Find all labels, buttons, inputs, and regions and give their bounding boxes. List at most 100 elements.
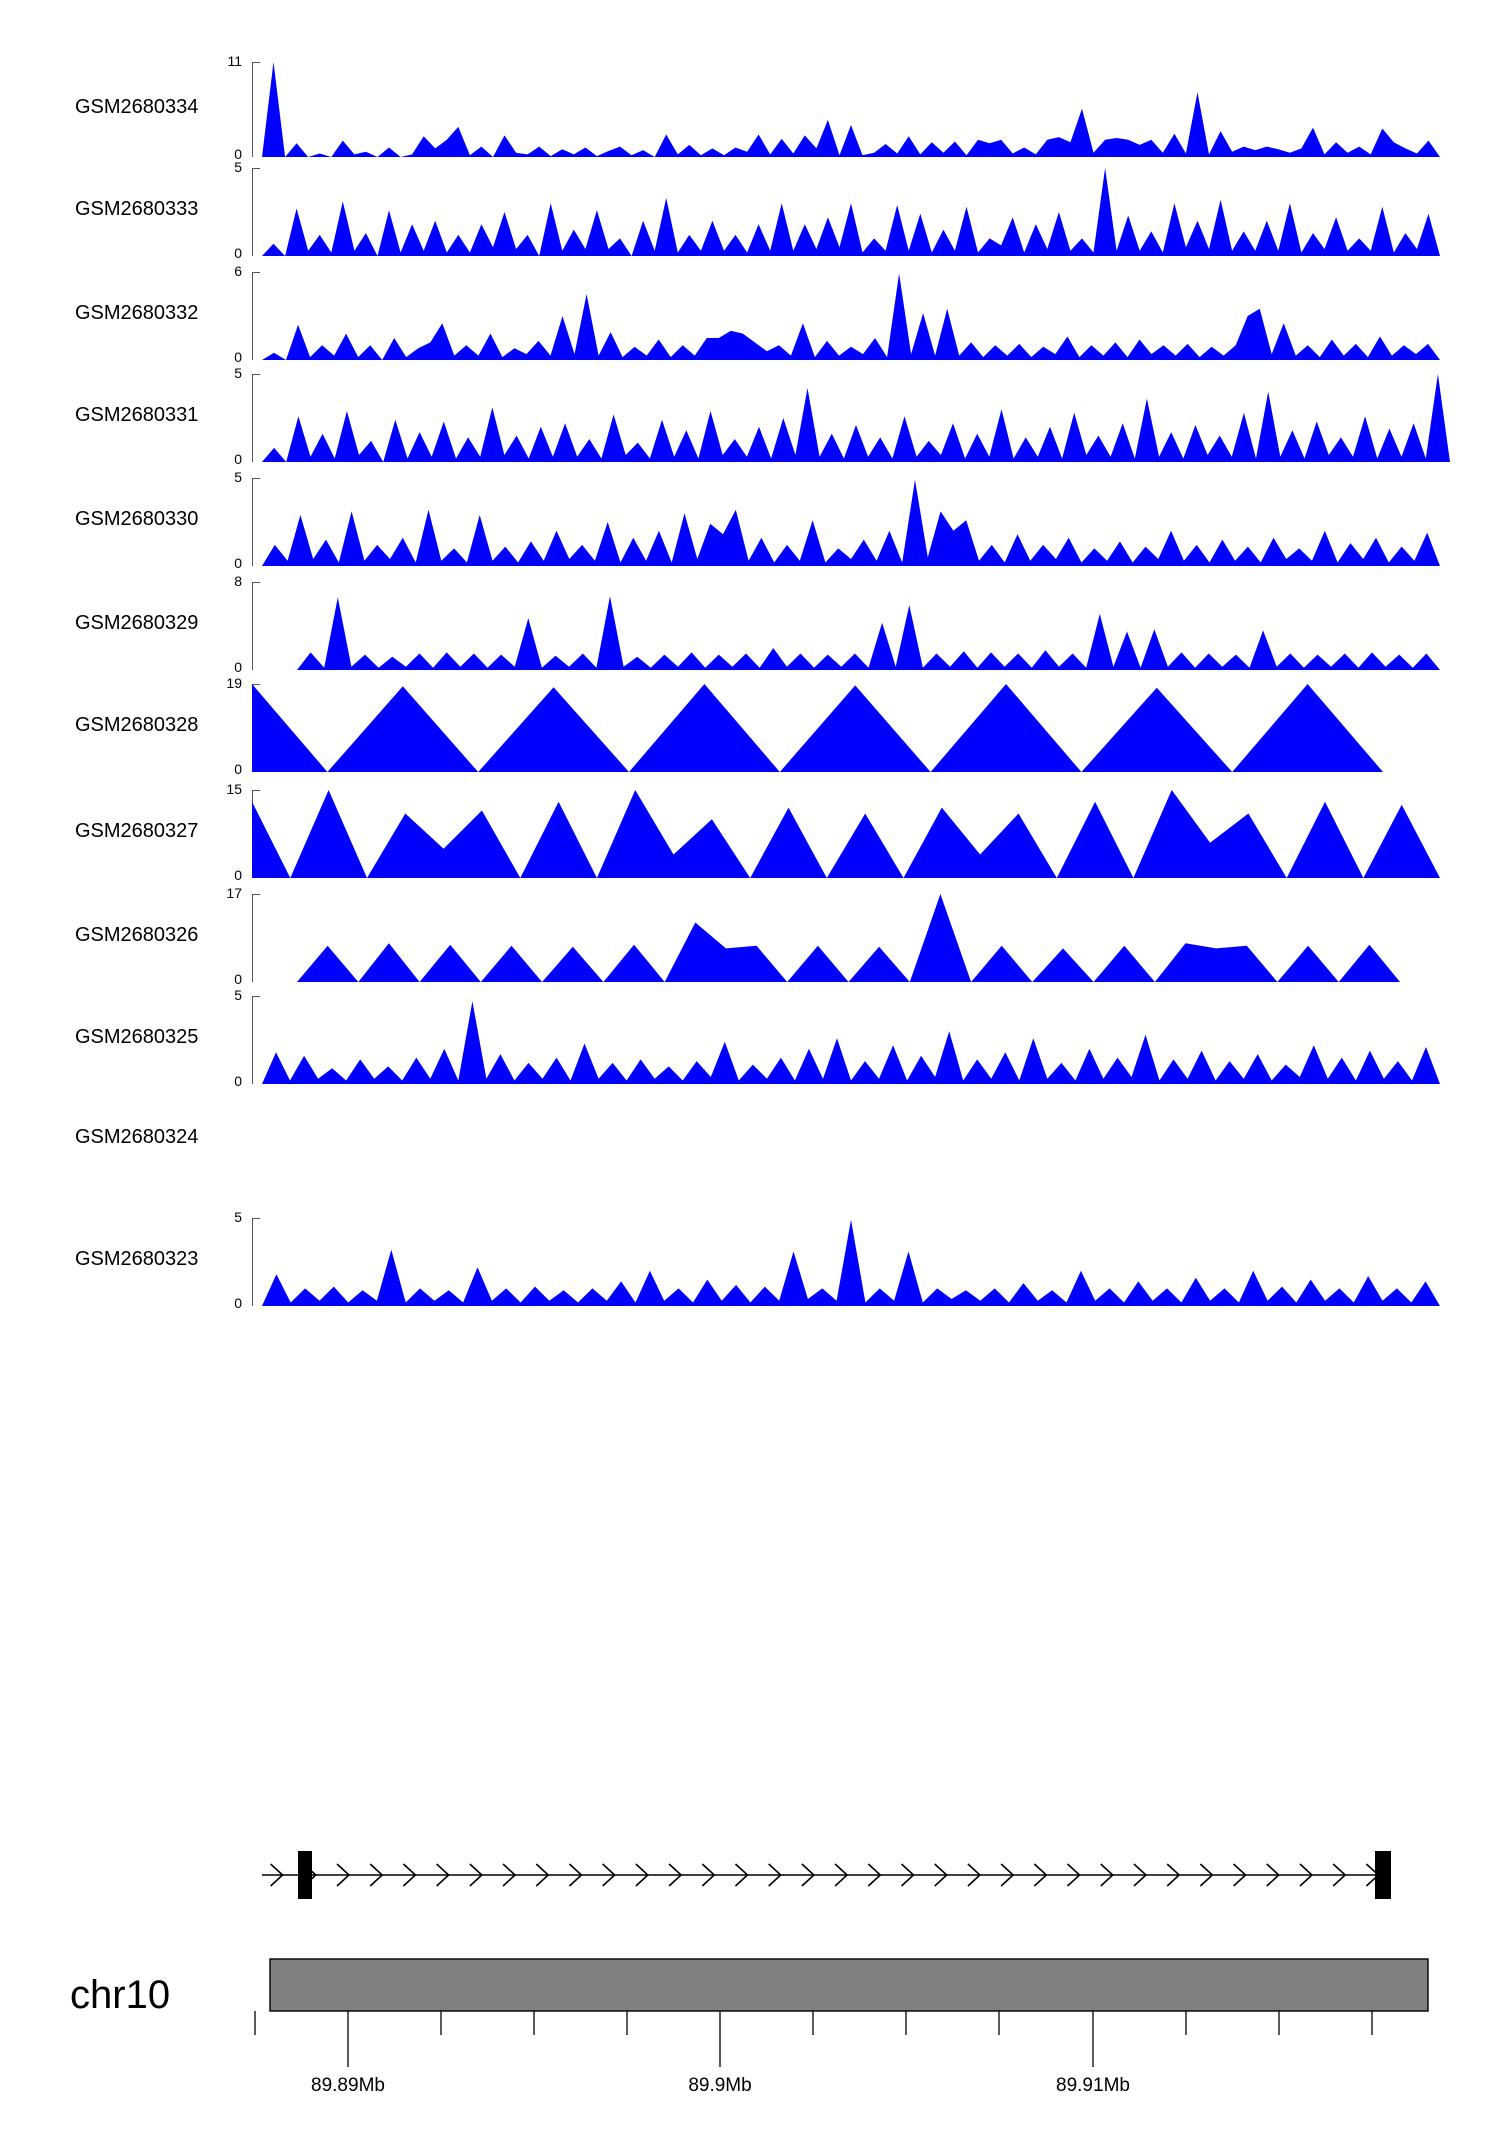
y-axis-GSM2680334 bbox=[252, 62, 260, 157]
axis-max-GSM2680329: 8 bbox=[234, 573, 242, 589]
gene-strand-arrow-icon bbox=[801, 1863, 816, 1887]
coverage-plot-GSM2680323 bbox=[252, 1218, 1440, 1306]
gene-strand-arrow-icon bbox=[568, 1863, 583, 1887]
track-label-GSM2680329: GSM2680329 bbox=[75, 612, 199, 634]
track-label-GSM2680327: GSM2680327 bbox=[75, 820, 199, 842]
axis-min-GSM2680333: 0 bbox=[234, 245, 242, 261]
coverage-area-GSM2680328 bbox=[252, 684, 1383, 772]
track-GSM2680334: GSM2680334 11 0 bbox=[0, 53, 1500, 162]
gene-strand-arrow-icon bbox=[336, 1863, 351, 1887]
y-axis-GSM2680333 bbox=[252, 168, 260, 256]
gene-strand-arrow-icon bbox=[967, 1863, 982, 1887]
gene-model[interactable] bbox=[0, 1830, 1500, 1920]
track-GSM2680326: GSM2680326 17 0 bbox=[0, 885, 1500, 987]
coverage-area-GSM2680334 bbox=[262, 62, 1440, 157]
y-axis-GSM2680323 bbox=[252, 1218, 260, 1306]
coverage-area-GSM2680325 bbox=[262, 1001, 1440, 1084]
axis-min-GSM2680329: 0 bbox=[234, 659, 242, 675]
gene-strand-arrow-icon bbox=[1166, 1863, 1181, 1887]
coverage-plot-GSM2680334 bbox=[252, 62, 1440, 157]
coverage-plot-GSM2680325 bbox=[252, 996, 1440, 1084]
gene-model-row bbox=[0, 1830, 1500, 1920]
gene-strand-arrow-icon bbox=[369, 1863, 384, 1887]
track-GSM2680327: GSM2680327 15 0 bbox=[0, 781, 1500, 883]
gene-strand-arrow-icon bbox=[535, 1863, 550, 1887]
track-GSM2680330: GSM2680330 5 0 bbox=[0, 469, 1500, 571]
axis-tick-label-1: 89.9Mb bbox=[688, 2075, 752, 2096]
gene-strand-arrow-icon bbox=[1332, 1863, 1347, 1887]
gene-strand-arrow-icon bbox=[1066, 1863, 1081, 1887]
axis-max-GSM2680325: 5 bbox=[234, 987, 242, 1003]
y-axis-GSM2680325 bbox=[252, 996, 260, 1084]
axis-min-GSM2680326: 0 bbox=[234, 971, 242, 987]
coverage-plot-GSM2680328 bbox=[252, 684, 1383, 772]
axis-min-GSM2680332: 0 bbox=[234, 349, 242, 365]
coverage-plot-GSM2680331 bbox=[252, 374, 1450, 462]
gene-strand-arrow-icon bbox=[402, 1863, 417, 1887]
track-label-GSM2680333: GSM2680333 bbox=[75, 198, 199, 220]
gene-strand-arrow-icon bbox=[1100, 1863, 1114, 1887]
gene-strand-arrow-icon bbox=[768, 1863, 782, 1887]
track-GSM2680329: GSM2680329 8 0 bbox=[0, 573, 1500, 675]
coordinate-axis bbox=[254, 1958, 1429, 2067]
track-label-GSM2680324: GSM2680324 bbox=[75, 1126, 199, 1148]
axis-max-GSM2680331: 5 bbox=[234, 365, 242, 381]
track-label-GSM2680334: GSM2680334 bbox=[75, 95, 199, 118]
axis-tick-label-0: 89.89Mb bbox=[311, 2075, 385, 2096]
coverage-area-GSM2680326 bbox=[297, 894, 1400, 982]
track-label-GSM2680328: GSM2680328 bbox=[75, 714, 199, 736]
coverage-area-GSM2680329 bbox=[297, 596, 1440, 670]
gene-exon-block[interactable] bbox=[1375, 1851, 1391, 1899]
coverage-plot-GSM2680327 bbox=[252, 790, 1440, 878]
track-GSM2680324: GSM2680324 bbox=[0, 1120, 1500, 1160]
coverage-area-GSM2680331 bbox=[262, 374, 1450, 462]
coverage-plot-GSM2680330 bbox=[252, 478, 1440, 566]
track-label-GSM2680332: GSM2680332 bbox=[75, 302, 199, 324]
gene-strand-arrow-icon bbox=[469, 1863, 484, 1887]
axis-max-GSM2680327: 15 bbox=[226, 781, 242, 797]
coverage-area-GSM2680330 bbox=[262, 479, 1440, 566]
gene-strand-arrow-icon bbox=[635, 1863, 650, 1887]
axis-max-GSM2680326: 17 bbox=[226, 885, 242, 901]
gene-strand-arrow-icon bbox=[900, 1863, 915, 1887]
gene-strand-arrow-icon bbox=[834, 1863, 849, 1887]
axis-max-GSM2680328: 19 bbox=[226, 675, 242, 691]
axis-min-GSM2680328: 0 bbox=[234, 761, 242, 777]
ideogram-bar[interactable] bbox=[269, 1958, 1429, 2012]
coverage-area-GSM2680327 bbox=[252, 790, 1440, 878]
gene-strand-arrow-icon bbox=[867, 1863, 882, 1887]
axis-min-GSM2680331: 0 bbox=[234, 451, 242, 467]
gene-exon-block[interactable] bbox=[298, 1851, 312, 1899]
axis-max-GSM2680334: 11 bbox=[227, 53, 242, 69]
axis-min-GSM2680327: 0 bbox=[234, 867, 242, 883]
gene-strand-arrow-icon bbox=[1233, 1863, 1247, 1887]
axis-tick-label-2: 89.91Mb bbox=[1056, 2075, 1130, 2096]
gene-strand-arrow-icon bbox=[668, 1863, 683, 1887]
track-GSM2680325: GSM2680325 5 0 bbox=[0, 987, 1500, 1089]
coverage-plot-GSM2680329 bbox=[252, 582, 1440, 670]
gene-strand-arrow-icon bbox=[1133, 1863, 1148, 1887]
axis-max-GSM2680330: 5 bbox=[234, 469, 242, 485]
axis-min-GSM2680330: 0 bbox=[234, 555, 242, 571]
track-GSM2680333: GSM2680333 5 0 bbox=[0, 159, 1500, 261]
coverage-plot-GSM2680326 bbox=[252, 894, 1400, 982]
track-label-GSM2680330: GSM2680330 bbox=[75, 508, 199, 530]
coverage-area-GSM2680332 bbox=[262, 273, 1440, 360]
y-axis-GSM2680329 bbox=[252, 582, 260, 670]
gene-strand-arrow-icon bbox=[701, 1863, 716, 1887]
track-label-GSM2680331: GSM2680331 bbox=[75, 404, 199, 426]
chromosome-label: chr10 bbox=[70, 1973, 171, 2017]
axis-min-GSM2680325: 0 bbox=[234, 1073, 242, 1089]
gene-strand-arrow-icon bbox=[1299, 1863, 1314, 1887]
gene-strand-arrow-icon bbox=[1000, 1863, 1015, 1887]
gene-strand-arrow-icon bbox=[1266, 1863, 1280, 1887]
gene-strand-arrow-icon bbox=[1033, 1863, 1048, 1887]
coverage-area-GSM2680333 bbox=[262, 168, 1440, 256]
gene-strand-arrow-icon bbox=[602, 1863, 616, 1887]
axis-max-GSM2680332: 6 bbox=[234, 263, 242, 279]
coverage-area-GSM2680323 bbox=[262, 1219, 1440, 1306]
track-label-GSM2680326: GSM2680326 bbox=[75, 924, 199, 946]
coverage-plot-GSM2680333 bbox=[252, 168, 1440, 256]
track-GSM2680332: GSM2680332 6 0 bbox=[0, 263, 1500, 365]
